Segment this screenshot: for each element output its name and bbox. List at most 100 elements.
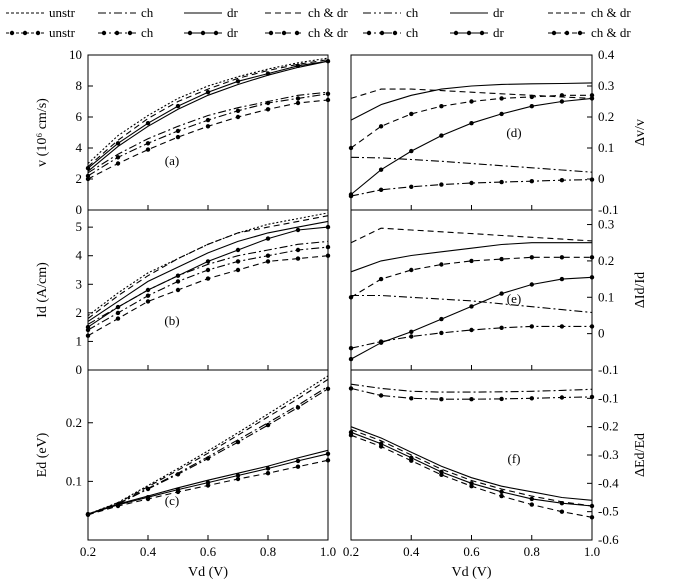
legend-marker bbox=[9, 30, 15, 36]
series-point bbox=[325, 244, 331, 250]
series-point bbox=[589, 96, 595, 101]
legend-label: ch bbox=[406, 25, 419, 40]
series-point bbox=[469, 258, 474, 264]
series-point bbox=[499, 179, 504, 185]
series-point bbox=[378, 444, 384, 449]
legend-marker bbox=[294, 30, 300, 36]
series-point bbox=[85, 176, 91, 182]
series-line bbox=[87, 388, 329, 515]
legend-marker bbox=[187, 30, 193, 36]
series-point bbox=[205, 456, 211, 461]
series-line bbox=[87, 59, 329, 168]
series-point bbox=[205, 267, 211, 273]
y-tick-label: 6 bbox=[76, 109, 83, 124]
series-point bbox=[589, 394, 595, 400]
y-tick-label: 0.3 bbox=[598, 78, 614, 93]
y-tick-label: 0.2 bbox=[598, 109, 614, 124]
legend-label: dr bbox=[227, 5, 239, 20]
legend-marker bbox=[127, 30, 133, 36]
series-line bbox=[87, 220, 329, 322]
series-line bbox=[87, 449, 329, 515]
y-tick-label: 2 bbox=[76, 171, 83, 186]
x-tick-label: 0.4 bbox=[140, 544, 157, 559]
y-tick-label: 0 bbox=[598, 326, 605, 341]
series-point bbox=[378, 124, 384, 129]
y-tick-label: -0.2 bbox=[598, 419, 619, 434]
series-point bbox=[295, 458, 301, 464]
series-line bbox=[87, 91, 329, 174]
series-point bbox=[499, 493, 504, 499]
series-point bbox=[265, 422, 271, 428]
series-point bbox=[529, 179, 534, 184]
panel-tag: (a) bbox=[165, 153, 179, 168]
series-point bbox=[295, 256, 301, 261]
legend-marker bbox=[479, 30, 485, 36]
legend-label: ch & dr bbox=[591, 25, 631, 40]
series-point bbox=[378, 276, 384, 282]
y-tick-label: -0.1 bbox=[598, 390, 619, 405]
legend-marker bbox=[22, 30, 28, 36]
x-tick-label: 0.2 bbox=[80, 544, 96, 559]
series-line bbox=[87, 60, 329, 169]
series-point bbox=[115, 155, 121, 160]
y-tick-label: -0.4 bbox=[598, 475, 619, 490]
series-point bbox=[295, 63, 301, 68]
series-point bbox=[325, 458, 331, 463]
series-point bbox=[115, 310, 121, 316]
legend-marker bbox=[392, 30, 398, 36]
y-tick-label: 0.4 bbox=[598, 47, 615, 62]
series-point bbox=[348, 356, 354, 362]
x-tick-label: 0.6 bbox=[200, 544, 217, 559]
series-point bbox=[559, 501, 565, 506]
series-point bbox=[439, 472, 444, 477]
legend-label: dr bbox=[493, 5, 505, 20]
panel-tag: (c) bbox=[165, 493, 179, 508]
series-line bbox=[87, 93, 329, 177]
x-tick-label: 0.4 bbox=[403, 544, 420, 559]
y-tick-label: 3 bbox=[76, 276, 83, 291]
panel-frame bbox=[87, 54, 329, 211]
legend-marker bbox=[379, 30, 385, 36]
series-point bbox=[499, 256, 504, 262]
series-point bbox=[235, 247, 241, 253]
y-tick-label: 4 bbox=[76, 140, 83, 155]
series-point bbox=[205, 276, 211, 281]
panel-d: -0.1 0 0.1 0.2 0.3 0.4 Δv/v (d) bbox=[348, 47, 648, 217]
series-point bbox=[175, 103, 181, 109]
y-tick-label: 0.1 bbox=[66, 473, 82, 488]
series-point bbox=[295, 96, 301, 101]
series-point bbox=[325, 386, 331, 391]
series-line bbox=[87, 60, 329, 172]
legend-marker bbox=[366, 30, 372, 36]
y-tick-label: -0.1 bbox=[598, 362, 619, 377]
legend-marker bbox=[35, 30, 41, 36]
series-point bbox=[145, 293, 151, 298]
series-point bbox=[529, 502, 534, 507]
y-axis-label: Id (A/cm) bbox=[35, 262, 50, 318]
legend: unstr ch dr ch & dr ch dr ch & dr unstr ch dr ch &… bbox=[6, 5, 631, 40]
series-point bbox=[325, 224, 331, 230]
series-point bbox=[529, 94, 534, 100]
legend-label: unstr bbox=[49, 25, 76, 40]
series-point bbox=[469, 121, 474, 126]
series-point bbox=[409, 111, 414, 117]
y-tick-label: 10 bbox=[69, 47, 82, 62]
legend-marker bbox=[564, 30, 570, 36]
legend-label: ch bbox=[141, 25, 154, 40]
series-point bbox=[325, 59, 331, 64]
series-line bbox=[350, 426, 593, 501]
legend-marker bbox=[551, 30, 557, 36]
series-point bbox=[439, 133, 444, 138]
series-point bbox=[85, 512, 91, 517]
legend-label: ch bbox=[141, 5, 154, 20]
legend-label: unstr bbox=[49, 5, 76, 20]
y-tick-label: 0 bbox=[598, 171, 605, 186]
series-point bbox=[559, 509, 565, 514]
x-tick-label: 0.8 bbox=[260, 544, 276, 559]
series-point bbox=[115, 503, 121, 509]
series-point bbox=[529, 396, 534, 401]
y-tick-label: 0.1 bbox=[598, 140, 614, 155]
series-point bbox=[529, 282, 534, 287]
series-point bbox=[589, 515, 595, 520]
series-point bbox=[439, 262, 444, 267]
